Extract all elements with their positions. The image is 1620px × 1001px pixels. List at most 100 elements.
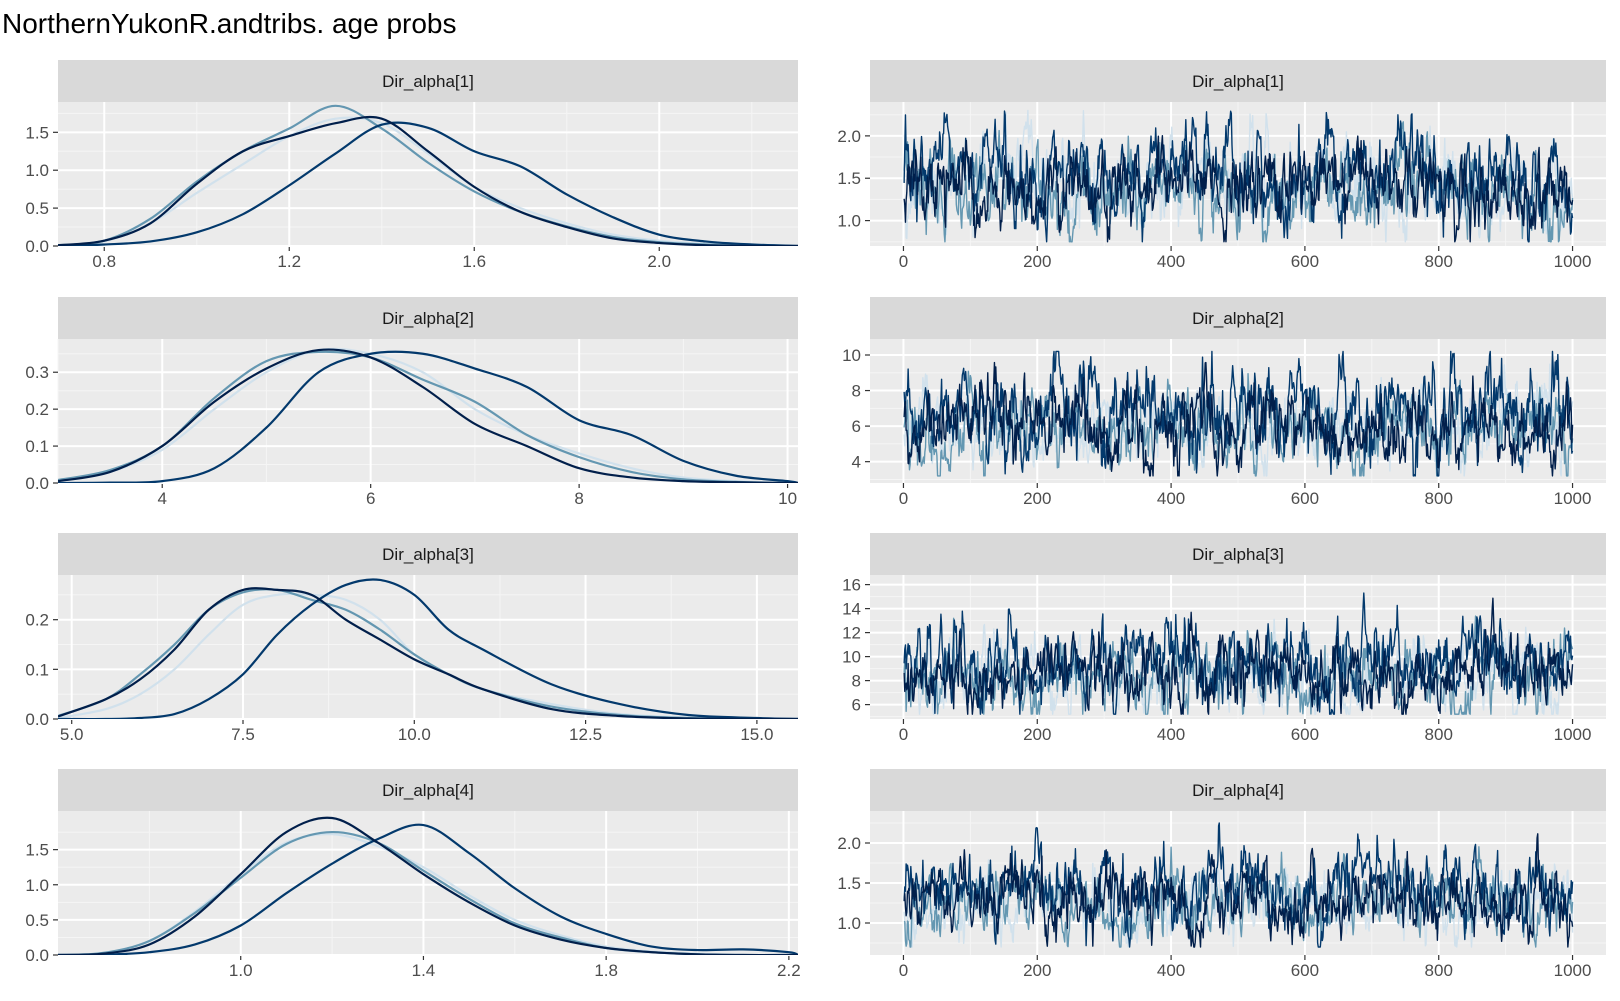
series-group — [58, 104, 798, 246]
y-tick-label: 10 — [842, 648, 861, 667]
density-line — [58, 115, 798, 246]
y-tick-label: 0.0 — [25, 237, 49, 256]
y-tick-label: 0.3 — [25, 363, 49, 382]
x-tick-label: 1.6 — [462, 252, 486, 271]
facet-strip — [58, 60, 798, 102]
trace-line — [903, 833, 1574, 948]
y-tick-label: 0.2 — [25, 611, 49, 630]
x-tick-label: 800 — [1425, 489, 1453, 508]
panel-background — [58, 575, 798, 719]
x-tick-label: 12.5 — [569, 725, 602, 744]
facet-strip — [58, 533, 798, 575]
facet-panel: Dir_alpha[1] 0.8 1.2 1.6 2.0 0.0 0.5 1.0 1.5 — [25, 60, 798, 271]
facet-strip-label: Dir_alpha[1] — [382, 72, 474, 91]
y-tick-label: 1.5 — [25, 123, 49, 142]
x-tick-label: 2.0 — [647, 252, 671, 271]
facet-panel: Dir_alpha[2] 0 200 400 600 800 1000 4 6 8 10 — [842, 297, 1606, 508]
x-tick-label: 0 — [899, 252, 908, 271]
density-line — [58, 350, 798, 483]
facet-strip-label: Dir_alpha[1] — [1192, 72, 1284, 91]
panel-background — [58, 811, 798, 955]
x-tick-label: 200 — [1023, 725, 1051, 744]
facet-strip-label: Dir_alpha[2] — [1192, 309, 1284, 328]
x-tick-label: 5.0 — [60, 725, 84, 744]
facet-strip — [58, 769, 798, 811]
y-tick-label: 1.0 — [25, 161, 49, 180]
facet-panel: Dir_alpha[3] 5.0 7.5 10.0 12.5 15.0 0.0 0.1 0.2 — [25, 533, 798, 744]
y-tick-label: 0.2 — [25, 400, 49, 419]
x-tick-label: 800 — [1425, 252, 1453, 271]
y-tick-label: 1.0 — [25, 876, 49, 895]
x-tick-label: 200 — [1023, 252, 1051, 271]
x-tick-label: 800 — [1425, 725, 1453, 744]
facet-panel: Dir_alpha[3] 0 200 400 600 800 1000 6 8 10 12 14 16 — [842, 533, 1606, 744]
facet-strip — [58, 297, 798, 339]
facet-strip — [870, 297, 1606, 339]
x-tick-label: 400 — [1157, 252, 1185, 271]
x-tick-label: 1000 — [1554, 252, 1592, 271]
series-group — [903, 592, 1574, 715]
x-tick-label: 1000 — [1554, 725, 1592, 744]
facet-panel: Dir_alpha[1] 0 200 400 600 800 1000 1.0 1.5 2.0 — [837, 60, 1606, 271]
y-tick-label: 0.0 — [25, 710, 49, 729]
x-tick-label: 0 — [899, 489, 908, 508]
x-tick-label: 0.8 — [92, 252, 116, 271]
x-tick-label: 400 — [1157, 725, 1185, 744]
x-tick-label: 1.4 — [412, 961, 436, 980]
panel-background — [58, 102, 798, 246]
facet-strip-label: Dir_alpha[4] — [1192, 781, 1284, 800]
x-tick-label: 600 — [1291, 252, 1319, 271]
y-tick-label: 0.0 — [25, 946, 49, 965]
y-tick-label: 6 — [852, 417, 861, 436]
x-tick-label: 4 — [157, 489, 166, 508]
x-tick-label: 7.5 — [231, 725, 255, 744]
density-line — [58, 116, 798, 246]
x-tick-label: 8 — [574, 489, 583, 508]
x-tick-label: 400 — [1157, 489, 1185, 508]
facet-strip — [870, 60, 1606, 102]
series-group — [903, 822, 1574, 948]
facet-strip-label: Dir_alpha[3] — [382, 545, 474, 564]
density-line — [58, 348, 798, 483]
x-tick-label: 15.0 — [740, 725, 773, 744]
facet-strip — [870, 533, 1606, 575]
y-tick-label: 1.5 — [837, 169, 861, 188]
y-tick-label: 0.1 — [25, 437, 49, 456]
y-tick-label: 2.0 — [837, 127, 861, 146]
x-tick-label: 1000 — [1554, 489, 1592, 508]
x-tick-label: 600 — [1291, 725, 1319, 744]
facet-panel: Dir_alpha[2] 4 6 8 10 0.0 0.1 0.2 0.3 — [25, 297, 798, 508]
density-line — [58, 121, 798, 246]
facet-strip — [870, 769, 1606, 811]
x-tick-label: 6 — [366, 489, 375, 508]
plot-title: NorthernYukonR.andtribs. age probs — [2, 8, 457, 39]
density-line — [58, 816, 798, 955]
y-tick-label: 0.1 — [25, 660, 49, 679]
x-tick-label: 1.0 — [229, 961, 253, 980]
y-tick-label: 16 — [842, 576, 861, 595]
series-group — [58, 816, 798, 955]
x-tick-label: 0 — [899, 725, 908, 744]
y-tick-label: 0.5 — [25, 199, 49, 218]
x-tick-label: 1.8 — [594, 961, 618, 980]
trace-line — [903, 597, 1574, 715]
x-tick-label: 200 — [1023, 489, 1051, 508]
y-tick-label: 1.0 — [837, 212, 861, 231]
panel-background — [58, 339, 798, 483]
series-group — [903, 109, 1574, 243]
facet-strip-label: Dir_alpha[3] — [1192, 545, 1284, 564]
density-line — [58, 347, 798, 483]
x-tick-label: 800 — [1425, 961, 1453, 980]
x-tick-label: 2.2 — [777, 961, 801, 980]
x-tick-label: 600 — [1291, 961, 1319, 980]
x-tick-label: 600 — [1291, 489, 1319, 508]
y-tick-label: 0.5 — [25, 911, 49, 930]
y-tick-label: 8 — [852, 382, 861, 401]
x-tick-label: 0 — [899, 961, 908, 980]
y-tick-label: 1.0 — [837, 914, 861, 933]
facet-panel: Dir_alpha[4] 1.0 1.4 1.8 2.2 0.0 0.5 1.0 1.5 — [25, 769, 801, 980]
y-tick-label: 10 — [842, 346, 861, 365]
x-tick-label: 400 — [1157, 961, 1185, 980]
x-tick-label: 10 — [778, 489, 797, 508]
series-group — [58, 578, 798, 719]
